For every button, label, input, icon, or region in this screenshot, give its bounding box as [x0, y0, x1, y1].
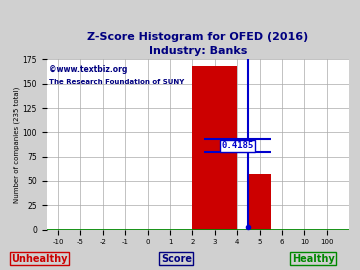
Text: 0.4185: 0.4185 [221, 141, 254, 150]
Text: Score: Score [161, 254, 192, 264]
Y-axis label: Number of companies (235 total): Number of companies (235 total) [13, 86, 20, 203]
Text: Unhealthy: Unhealthy [12, 254, 68, 264]
Title: Z-Score Histogram for OFED (2016)
Industry: Banks: Z-Score Histogram for OFED (2016) Indust… [87, 32, 309, 56]
Text: The Research Foundation of SUNY: The Research Foundation of SUNY [49, 79, 184, 85]
Bar [192, 66, 237, 230]
Bar [248, 174, 271, 230]
Text: Healthy: Healthy [292, 254, 334, 264]
Text: ©www.textbiz.org: ©www.textbiz.org [49, 65, 127, 74]
